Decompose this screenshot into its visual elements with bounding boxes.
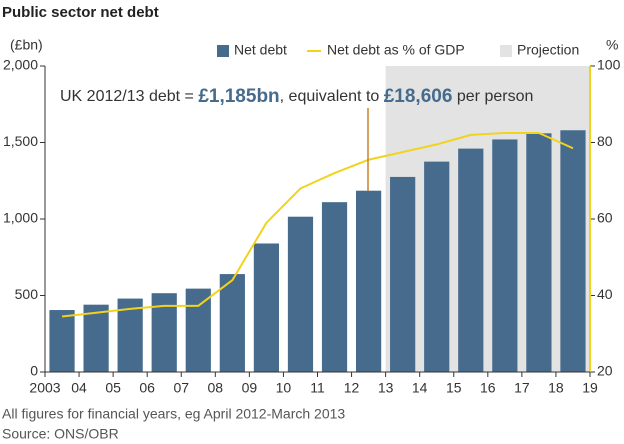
x-tick-label: 2003 <box>29 380 60 396</box>
footnote: All figures for financial years, eg Apri… <box>2 406 345 422</box>
projection-band <box>385 66 590 372</box>
bar <box>49 310 75 372</box>
chart-title: Public sector net debt <box>2 4 159 21</box>
legend-label: Projection <box>517 42 579 58</box>
bar <box>185 288 211 372</box>
x-tick-label: 15 <box>446 380 462 396</box>
bar <box>321 202 348 372</box>
annotation: UK 2012/13 debt = £1,185bn, equivalent t… <box>60 86 533 107</box>
bar <box>458 148 484 372</box>
annotation-part: £1,185bn <box>198 86 279 107</box>
x-tick-label: 17 <box>514 380 530 396</box>
annotation-part: UK 2012/13 debt = <box>60 88 198 105</box>
x-tick-label: 09 <box>242 380 258 396</box>
source: Source: ONS/OBR <box>2 426 119 442</box>
bar <box>526 133 552 372</box>
bar <box>219 274 245 372</box>
y2-tick-label: 100 <box>597 57 621 73</box>
bar <box>424 161 450 372</box>
x-tick-label: 11 <box>310 380 325 396</box>
x-tick-label: 16 <box>480 380 496 396</box>
annotation-part: , equivalent to <box>280 88 384 105</box>
y-axis-label: (£bn) <box>10 37 43 53</box>
legend-label: Net debt as % of GDP <box>327 42 465 58</box>
y2-tick-label: 80 <box>597 133 613 149</box>
y-tick-label: 1,000 <box>3 210 38 226</box>
bar <box>287 216 314 372</box>
annotation-part: £18,606 <box>384 86 453 107</box>
x-tick-label: 05 <box>105 380 121 396</box>
x-tick-label: 10 <box>276 380 292 396</box>
y-tick-label: 0 <box>30 363 38 379</box>
y2-tick-label: 40 <box>597 286 613 302</box>
legend-swatch <box>500 45 512 57</box>
x-tick-label: 18 <box>548 380 564 396</box>
bar <box>83 304 109 372</box>
y2-tick-label: 60 <box>597 210 613 226</box>
legend-label: Net debt <box>234 42 287 58</box>
annotation-part: per person <box>452 88 533 105</box>
y-tick-label: 1,500 <box>3 133 38 149</box>
y2-tick-label: 20 <box>597 363 613 379</box>
x-tick-label: 04 <box>71 380 87 396</box>
bar <box>390 176 416 372</box>
legend-swatch <box>217 45 229 57</box>
bar <box>355 190 382 372</box>
x-tick-label: 14 <box>412 380 428 396</box>
bar <box>560 130 586 372</box>
bar <box>492 139 518 372</box>
y-tick-label: 500 <box>15 286 39 302</box>
x-tick-label: 07 <box>173 380 189 396</box>
bar <box>253 243 280 372</box>
y-tick-label: 2,000 <box>3 57 38 73</box>
line <box>61 131 574 318</box>
y2-axis-label: % <box>606 37 618 53</box>
x-tick-label: 13 <box>378 380 394 396</box>
x-tick-label: 12 <box>344 380 360 396</box>
x-tick-label: 08 <box>208 380 224 396</box>
x-tick-label: 19 <box>582 380 598 396</box>
x-tick-label: 06 <box>139 380 155 396</box>
